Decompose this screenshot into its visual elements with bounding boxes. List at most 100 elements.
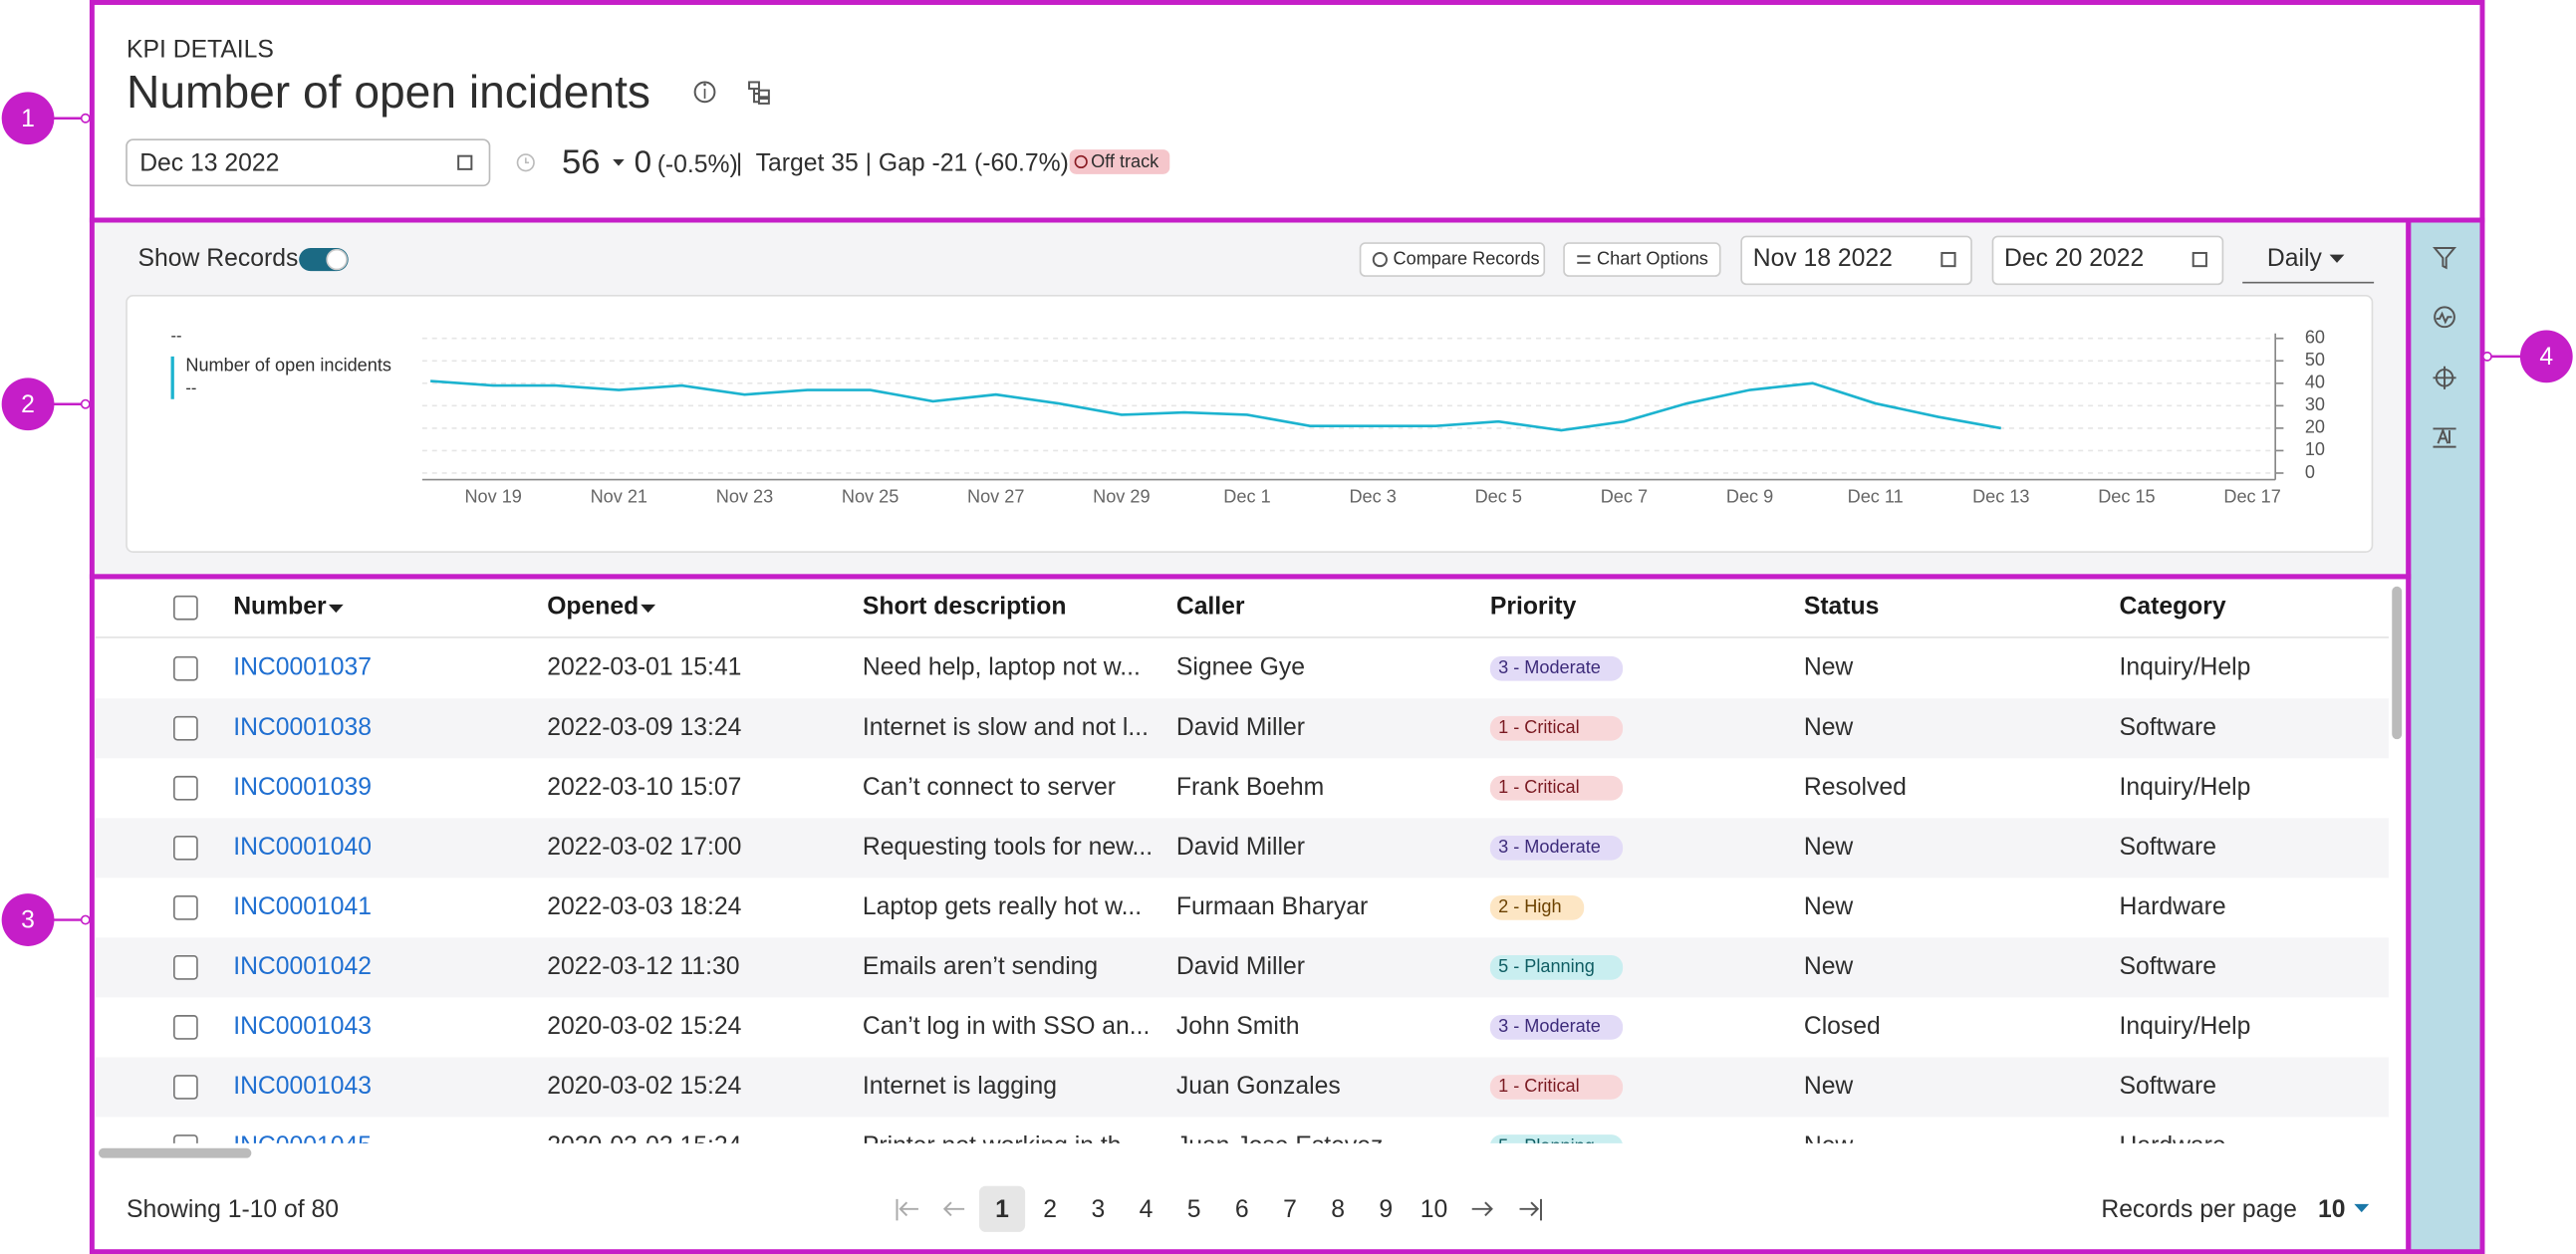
- next-page[interactable]: [1471, 1201, 1493, 1217]
- cell: 2022-03-12 11:30: [547, 953, 739, 980]
- page-number[interactable]: 3: [1091, 1196, 1105, 1223]
- per-page-value[interactable]: 10: [2318, 1196, 2345, 1223]
- clock-icon: [516, 153, 535, 172]
- priority-text: 1 - Critical: [1498, 717, 1580, 737]
- cell: Internet is slow and not l...: [863, 714, 1149, 741]
- callout-dot: [80, 398, 91, 409]
- cell: David Miller: [1176, 834, 1305, 861]
- kpi-value: 56: [562, 143, 601, 181]
- column-header: Number: [233, 594, 327, 621]
- callout-badge: [1, 377, 55, 431]
- compare-button[interactable]: Compare Records: [1359, 242, 1546, 277]
- select-all[interactable]: [173, 595, 198, 621]
- priority-badge: [1489, 894, 1585, 920]
- incident-link[interactable]: INC0001039: [233, 774, 372, 801]
- cell: New: [1804, 834, 1854, 861]
- date-picker[interactable]: Dec 13 2022: [126, 138, 491, 187]
- y-tick-label: 10: [2305, 439, 2325, 459]
- row-stripe: [95, 698, 2389, 759]
- cell: 2020-03-02 15:24: [547, 1013, 741, 1040]
- side-panel: [2408, 219, 2482, 1252]
- incident-link[interactable]: INC0001043: [233, 1013, 372, 1040]
- chart-options-label: Chart Options: [1597, 248, 1708, 268]
- page-number[interactable]: 8: [1331, 1196, 1345, 1223]
- target-icon[interactable]: [2433, 366, 2456, 389]
- cell: Hardware: [2119, 1132, 2225, 1159]
- cell: 2022-03-10 15:07: [547, 774, 741, 801]
- incident-link[interactable]: INC0001042: [233, 953, 372, 980]
- row-checkbox[interactable]: [173, 1075, 198, 1100]
- page-number[interactable]: 2: [1043, 1196, 1057, 1223]
- legend-name: Number of open incidents: [185, 356, 391, 376]
- page-number[interactable]: 9: [1379, 1196, 1393, 1223]
- cell: 2022-03-02 17:00: [547, 834, 741, 861]
- start-date[interactable]: Nov 18 2022: [1740, 235, 1972, 286]
- row-checkbox[interactable]: [173, 775, 198, 801]
- sort-icon[interactable]: [641, 604, 656, 614]
- sort-icon[interactable]: [328, 604, 344, 614]
- kpi-change: 0: [635, 144, 651, 179]
- cell: 2022-03-03 18:24: [547, 893, 741, 920]
- cell: New: [1804, 714, 1854, 741]
- y-tick-label: 30: [2305, 394, 2325, 414]
- page-number[interactable]: 7: [1283, 1196, 1297, 1223]
- row-checkbox[interactable]: [173, 1134, 198, 1158]
- incident-link[interactable]: INC0001037: [233, 654, 372, 681]
- prev-page[interactable]: [942, 1201, 965, 1217]
- h-scrollbar[interactable]: [98, 1147, 252, 1158]
- y-tick-label: 60: [2305, 328, 2325, 348]
- priority-badge: [1490, 1134, 1623, 1143]
- cell: Furmaan Bharyar: [1176, 893, 1368, 920]
- row-checkbox[interactable]: [173, 655, 198, 681]
- column-header: Short description: [863, 594, 1067, 621]
- cell: Laptop gets really hot w...: [863, 893, 1142, 920]
- row-checkbox[interactable]: [173, 1015, 198, 1040]
- cell: Software: [2119, 1073, 2216, 1100]
- incident-link[interactable]: INC0001043: [233, 1073, 372, 1100]
- first-page[interactable]: [896, 1198, 918, 1221]
- cell: New: [1804, 654, 1854, 681]
- row-checkbox[interactable]: [173, 835, 198, 861]
- incident-link[interactable]: INC0001040: [233, 834, 372, 861]
- priority-badge: [1489, 715, 1624, 741]
- row-checkbox[interactable]: [173, 715, 198, 741]
- cell: 2020-03-02 15:24: [547, 1073, 741, 1100]
- v-scrollbar[interactable]: [2392, 586, 2403, 740]
- chart-options-button[interactable]: Chart Options: [1563, 242, 1721, 277]
- cell: Can’t connect to server: [863, 774, 1116, 801]
- end-date[interactable]: Dec 20 2022: [1991, 235, 2224, 286]
- threshold-icon[interactable]: [2433, 427, 2456, 448]
- toggle[interactable]: [299, 248, 349, 272]
- x-tick-label: Dec 13: [1972, 487, 2029, 507]
- end-date-value: Dec 20 2022: [2004, 245, 2144, 272]
- page-number[interactable]: 10: [1420, 1196, 1448, 1223]
- incident-link[interactable]: INC0001041: [233, 893, 372, 920]
- callout-badge: [1, 893, 55, 946]
- page-number[interactable]: 6: [1235, 1196, 1249, 1223]
- row-checkbox[interactable]: [173, 894, 198, 920]
- x-tick-label: Dec 3: [1349, 487, 1396, 507]
- callout-number: 2: [21, 391, 35, 418]
- page-number[interactable]: 5: [1187, 1196, 1201, 1223]
- incident-link[interactable]: INC0001045: [233, 1132, 372, 1159]
- page-number[interactable]: 1: [995, 1196, 1009, 1223]
- interval-select[interactable]: Daily: [2242, 245, 2375, 284]
- per-page-arrow[interactable]: [2354, 1203, 2370, 1213]
- x-tick-label: Nov 23: [716, 487, 773, 507]
- incident-link[interactable]: INC0001038: [233, 714, 372, 741]
- info-icon[interactable]: [693, 81, 716, 104]
- filter-icon[interactable]: [2433, 247, 2457, 270]
- x-tick-label: Dec 5: [1475, 487, 1522, 507]
- column-header: Category: [2119, 594, 2225, 621]
- page-number[interactable]: 4: [1140, 1196, 1154, 1223]
- priority-badge: [1489, 655, 1624, 681]
- hierarchy-icon[interactable]: [748, 81, 770, 105]
- priority-text: 1 - Critical: [1498, 1076, 1580, 1096]
- last-page[interactable]: [1519, 1198, 1542, 1221]
- callout-badge: [1, 92, 55, 145]
- x-tick-label: Nov 19: [464, 487, 521, 507]
- row-checkbox[interactable]: [173, 955, 198, 980]
- pulse-icon[interactable]: [2434, 306, 2455, 329]
- status-badge: [1069, 149, 1170, 174]
